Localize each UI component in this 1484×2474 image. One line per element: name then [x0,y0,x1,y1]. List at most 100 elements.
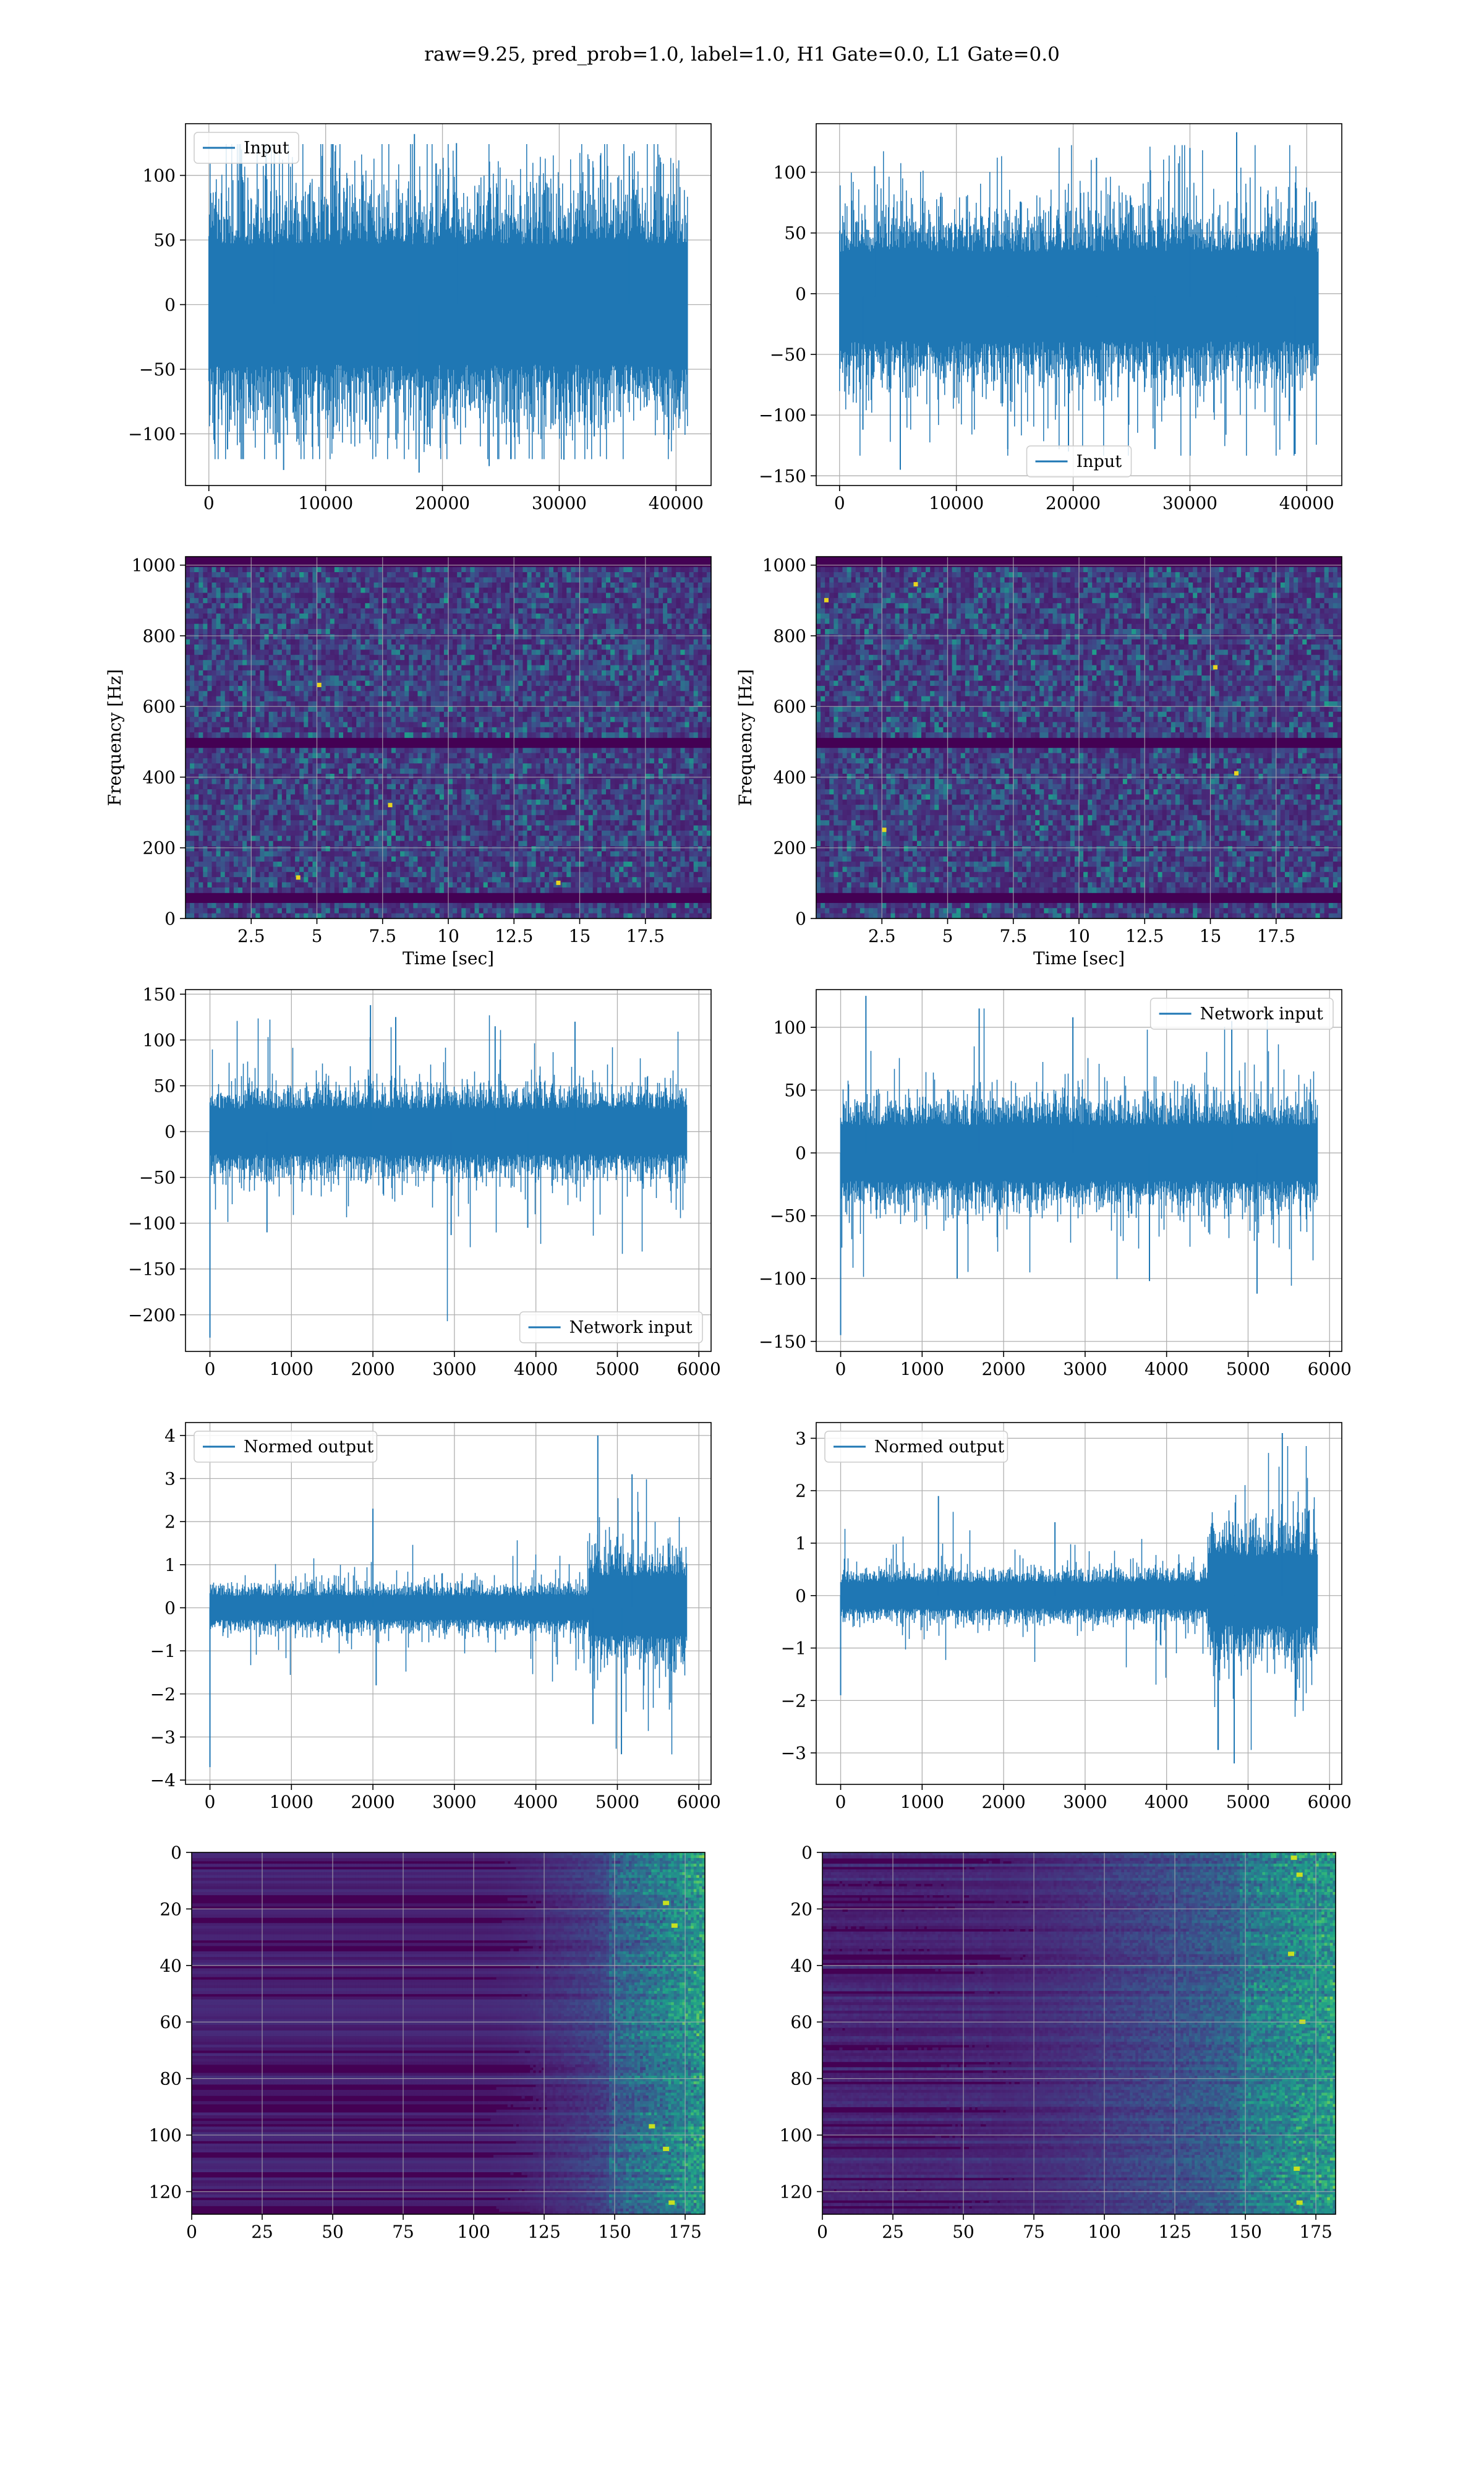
x-tick-label: 3000 [432,1792,476,1812]
x-tick-label: 40000 [1279,493,1334,513]
x-tick-label: 12.5 [495,926,533,946]
x-tick-label: 3000 [432,1359,476,1379]
y-tick-label: 0 [795,1143,806,1163]
x-tick-label: 2.5 [237,926,265,946]
y-tick-label: 60 [160,2012,182,2032]
x-tick-label: 6000 [677,1359,721,1379]
x-tick-label: 100 [457,2222,490,2242]
axes-net-l1: 0 1000 2000 3000 4000 5000 6000−150−100−500501… [759,990,1352,1379]
y-tick-label: 2 [795,1481,806,1501]
heatmap-hotspot [1288,1952,1294,1956]
y-tick-label: 100 [143,166,176,186]
x-tick-label: 125 [1158,2222,1191,2242]
x-tick-label: 75 [392,2222,414,2242]
heatmap-hotspot [1297,1873,1303,1877]
y-tick-label: 20 [160,1899,182,1919]
x-tick-label: 175 [668,2222,701,2242]
y-tick-label: 0 [164,1598,176,1618]
y-tick-label: 50 [153,1076,176,1097]
legend: Input [1027,446,1132,477]
y-tick-label: −2 [781,1690,806,1711]
y-axis-label: Frequency [Hz] [104,669,125,806]
heatmap-hotspot [1291,1856,1297,1860]
legend: Input [194,132,299,163]
x-tick-label: 6000 [1308,1359,1352,1379]
legend-label: Input [244,139,289,158]
x-tick-label: 0 [205,1792,216,1812]
x-tick-label: 17.5 [1257,926,1295,946]
y-tick-label: 400 [774,767,806,787]
heatmap-hotspot [296,875,301,880]
y-tick-label: 120 [780,2181,812,2202]
heatmap-hotspot [672,1924,678,1928]
y-tick-label: −1 [150,1641,176,1661]
x-tick-label: 4000 [514,1359,558,1379]
x-tick-label: 150 [1229,2222,1261,2242]
y-tick-label: 1000 [762,555,806,576]
x-tick-label: 150 [598,2222,631,2242]
y-tick-label: 40 [160,1956,182,1976]
heatmap-hotspot [556,881,561,885]
y-tick-label: 80 [160,2069,182,2089]
y-tick-label: −200 [128,1305,176,1325]
axes-normed-h1: 0 1000 2000 3000 4000 5000 6000−4−3−2−101234No… [150,1423,721,1812]
y-tick-label: 100 [149,2125,182,2146]
y-tick-label: −50 [770,1206,806,1226]
x-tick-label: 50 [952,2222,974,2242]
heatmap-hotspot [882,828,887,832]
heatmap-hotspot [388,803,393,807]
legend: Network input [1151,998,1333,1029]
x-tick-label: 6000 [677,1792,721,1812]
x-tick-label: 4000 [1145,1359,1188,1379]
y-tick-label: 80 [790,2069,812,2089]
legend: Network input [520,1312,702,1343]
x-tick-label: 5000 [595,1359,639,1379]
y-tick-label: 100 [143,1030,176,1050]
y-tick-label: −100 [128,1213,176,1234]
y-axis-label: Frequency [Hz] [735,669,756,806]
x-tick-label: 5000 [1226,1792,1270,1812]
y-tick-label: 1000 [132,555,176,576]
x-tick-label: 125 [527,2222,560,2242]
x-tick-label: 40000 [649,493,704,513]
y-tick-label: 0 [164,909,176,929]
heatmap-hotspot [1294,2167,1300,2171]
y-tick-label: −3 [150,1727,176,1747]
y-tick-label: 100 [774,1017,806,1038]
x-tick-label: 4000 [1145,1792,1188,1812]
x-tick-label: 5000 [1226,1359,1270,1379]
y-tick-label: −150 [759,466,806,486]
x-tick-label: 10000 [929,493,984,513]
y-tick-label: 20 [790,1899,812,1919]
x-tick-label: 7.5 [999,926,1027,946]
x-tick-label: 0 [835,1359,846,1379]
y-tick-label: 40 [790,1956,812,1976]
y-tick-label: 100 [774,163,806,183]
heatmap-hotspot [663,2147,669,2151]
x-tick-label: 20000 [415,493,470,513]
y-tick-label: 600 [143,696,176,717]
x-tick-label: 0 [835,1792,846,1812]
x-tick-label: 0 [203,493,215,513]
y-tick-label: 800 [774,626,806,646]
x-axis-label: Time [sec] [403,948,494,969]
y-tick-label: 0 [164,295,176,315]
x-tick-label: 15 [1200,926,1222,946]
x-tick-label: 10 [437,926,459,946]
y-tick-label: 1 [795,1533,806,1554]
x-tick-label: 1000 [270,1359,313,1379]
x-tick-label: 2.5 [868,926,896,946]
heatmap-hotspot [1297,2201,1303,2205]
y-tick-label: 200 [774,838,806,858]
heatmap-hotspot [914,582,918,586]
heatmap-hotspot [1213,665,1217,669]
heatmap-hotspot [649,2124,655,2128]
heatmap-image [192,1852,706,2215]
x-tick-label: 7.5 [369,926,396,946]
heatmap-hotspot [317,683,322,687]
y-tick-label: −150 [128,1259,176,1280]
x-tick-label: 5 [312,926,323,946]
